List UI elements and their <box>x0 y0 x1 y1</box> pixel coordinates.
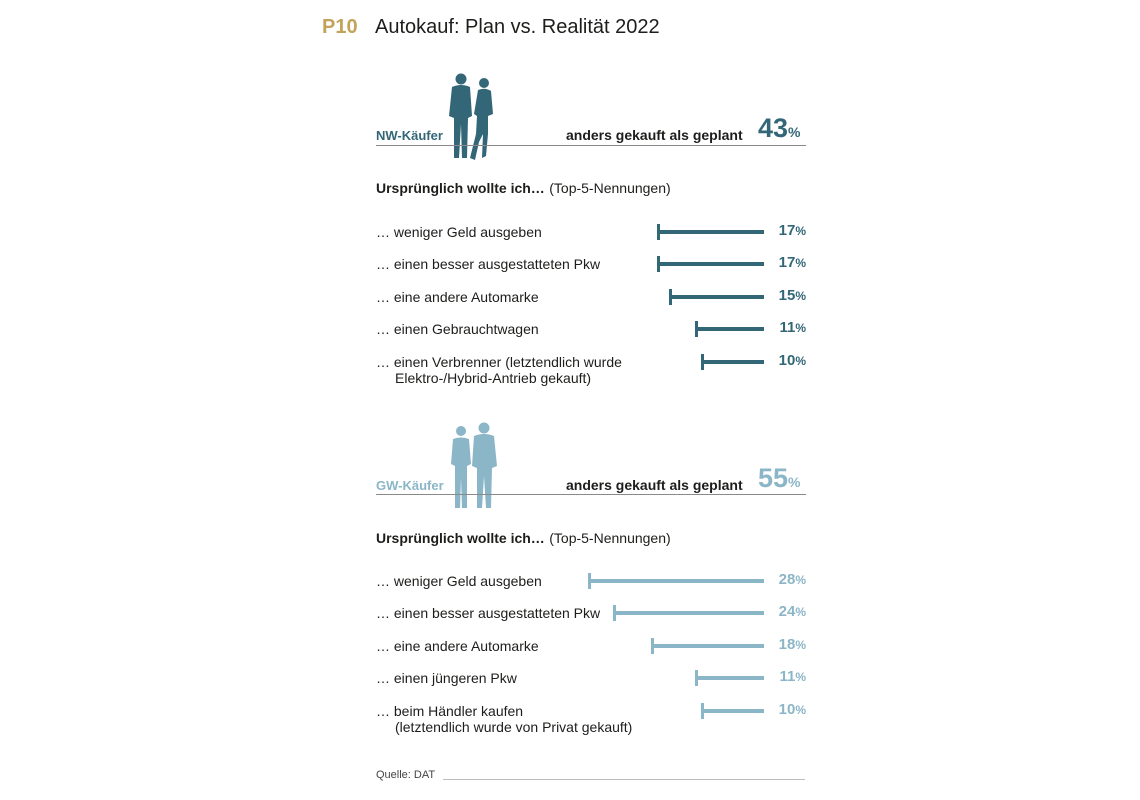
headline-value: 43% <box>758 113 801 144</box>
headline-number: 43 <box>758 113 789 143</box>
headline-unit: % <box>788 474 801 490</box>
bar-value-label: 10% <box>766 701 806 718</box>
buyers-silhouette-icon <box>449 73 493 160</box>
bar-category-label-line: … eine andere Automarke <box>376 289 539 305</box>
bar-value-number: 24 <box>778 603 796 620</box>
bar-value-number: 11 <box>779 668 796 685</box>
bar-category-label-line: … einen Verbrenner (letztendlich wurde <box>376 354 622 370</box>
bar-start-tick <box>657 256 660 272</box>
bar-category-label: … einen besser ausgestatteten Pkw <box>376 605 646 621</box>
bar <box>695 327 764 331</box>
buyers-silhouette-icon <box>451 422 497 508</box>
bar-value-number: 17 <box>778 254 796 271</box>
headline: anders gekauft als geplant <box>566 127 743 143</box>
bar-category-label-line: … eine andere Automarke <box>376 638 539 654</box>
bar-category-label-line: … einen besser ausgestatteten Pkw <box>376 256 601 272</box>
bar-value-unit: % <box>795 256 806 270</box>
source-divider <box>443 779 805 780</box>
bar <box>669 295 764 299</box>
bar-start-tick <box>588 573 591 589</box>
bar-value-label: 28% <box>766 571 806 588</box>
bar-value-number: 11 <box>779 319 796 336</box>
bar-category-label-line: … einen besser ausgestatteten Pkw <box>376 605 601 621</box>
page-title: Autokauf: Plan vs. Realität 2022 <box>375 16 660 38</box>
bar-category-label: … weniger Geld ausgeben <box>376 224 646 240</box>
bar-start-tick <box>695 321 698 337</box>
bar <box>588 579 764 583</box>
bar-value-label: 24% <box>766 603 806 620</box>
bar-start-tick <box>657 224 660 240</box>
bar-value-unit: % <box>795 224 806 238</box>
bar <box>695 676 764 680</box>
bar-category-label: … weniger Geld ausgeben <box>376 573 646 589</box>
bar-start-tick <box>695 670 698 686</box>
page-code: P10 <box>322 16 358 38</box>
bar-value-unit: % <box>795 605 806 619</box>
bar-value-unit: % <box>795 321 806 335</box>
headline-value: 55% <box>758 463 801 494</box>
bar-start-tick <box>701 703 704 719</box>
divider <box>376 145 806 146</box>
divider <box>376 494 806 495</box>
bar-category-label-line: Elektro-/Hybrid-Antrieb gekauft) <box>395 370 592 386</box>
bar-category-label-line: … einen Gebrauchtwagen <box>376 321 539 337</box>
bar-value-number: 17 <box>778 222 796 239</box>
bar-category-label: … einen Gebrauchtwagen <box>376 321 646 337</box>
bar-category-label: … beim Händler kaufen (letztendlich wurde… <box>376 703 646 735</box>
bar-value-unit: % <box>795 670 806 684</box>
bar-value-label: 10% <box>766 352 806 369</box>
bar-category-label: … einen jüngeren Pkw <box>376 670 646 686</box>
bar-category-label-line: … weniger Geld ausgeben <box>376 573 542 589</box>
group-label: GW-Käufer <box>376 478 444 493</box>
subtitle-normal: (Top-5-Nennungen) <box>549 180 671 196</box>
bar <box>701 709 764 713</box>
bar <box>657 230 764 234</box>
bar-value-unit: % <box>795 573 806 587</box>
bar-value-label: 11% <box>766 319 806 336</box>
group-label: NW-Käufer <box>376 128 443 143</box>
bar-value-number: 18 <box>778 636 796 653</box>
bar-value-unit: % <box>795 354 806 368</box>
subtitle: Ursprünglich wollte ich… (Top-5-Nennunge… <box>376 180 671 198</box>
bar-value-unit: % <box>795 289 806 303</box>
bar-start-tick <box>669 289 672 305</box>
bar-category-label: … einen besser ausgestatteten Pkw <box>376 256 646 272</box>
bar-start-tick <box>613 605 616 621</box>
bar-value-number: 10 <box>778 701 796 718</box>
bar-start-tick <box>651 638 654 654</box>
bar-value-label: 18% <box>766 636 806 653</box>
subtitle-bold: Ursprünglich wollte ich… <box>376 530 545 546</box>
bar-value-label: 17% <box>766 254 806 271</box>
bar-value-unit: % <box>795 703 806 717</box>
source-note: Quelle: DAT <box>376 769 436 781</box>
bar-value-unit: % <box>795 638 806 652</box>
bar-category-label: … einen Verbrenner (letztendlich wurde El… <box>376 354 646 386</box>
headline-number: 55 <box>758 463 789 493</box>
headline-unit: % <box>788 124 801 140</box>
bar-category-label-line: (letztendlich wurde von Privat gekauft) <box>395 719 633 735</box>
bar <box>651 644 764 648</box>
bar-value-label: 11% <box>766 668 806 685</box>
bar-category-label: … eine andere Automarke <box>376 638 646 654</box>
bar <box>657 262 764 266</box>
subtitle-bold: Ursprünglich wollte ich… <box>376 180 545 196</box>
bar-value-label: 15% <box>766 287 806 304</box>
bar-value-number: 10 <box>778 352 796 369</box>
bar-value-number: 15 <box>778 287 796 304</box>
bar <box>701 360 764 364</box>
bar-value-label: 17% <box>766 222 806 239</box>
bar-category-label-line: … beim Händler kaufen <box>376 703 524 719</box>
headline: anders gekauft als geplant <box>566 477 743 493</box>
bar-category-label-line: … einen jüngeren Pkw <box>376 670 517 686</box>
subtitle-normal: (Top-5-Nennungen) <box>549 530 671 546</box>
bar <box>613 611 764 615</box>
bar-value-number: 28 <box>778 571 796 588</box>
bar-category-label-line: … weniger Geld ausgeben <box>376 224 542 240</box>
bar-category-label: … eine andere Automarke <box>376 289 646 305</box>
bar-start-tick <box>701 354 704 370</box>
subtitle: Ursprünglich wollte ich… (Top-5-Nennunge… <box>376 530 671 548</box>
